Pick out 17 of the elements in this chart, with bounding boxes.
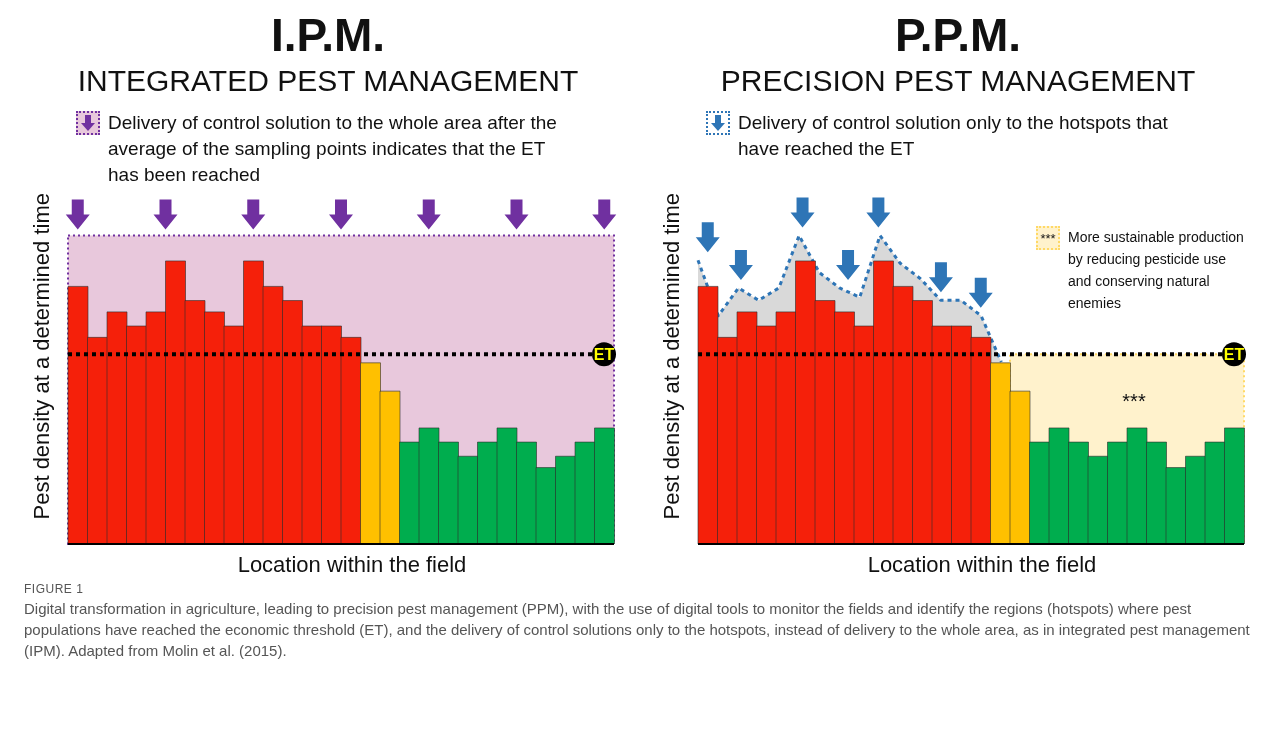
chart-title: I.P.M. <box>269 8 387 62</box>
y-axis-title: Pest density at a determined time <box>29 192 55 520</box>
chart-title: P.P.M. <box>893 8 1023 62</box>
annotation: *** <box>1040 230 1056 246</box>
chart-subtitle: PRECISION PEST MANAGEMENT <box>719 63 1197 99</box>
legend-label: More sustainable production by reducing pesticide use and conserving natural enemies <box>1068 228 1245 313</box>
y-axis-title: Pest density at a determined time <box>659 192 685 520</box>
ref-line-label: ET <box>593 346 615 364</box>
caption: FIGURE 1 <box>24 582 85 596</box>
text: Delivery of control solution only to the hotspots that have reached the ET <box>738 111 1169 161</box>
x-axis-title: Location within the field <box>866 552 1098 578</box>
ref-line-label: ET <box>1223 346 1245 364</box>
legend-label: Delivery of control solution to the whole area after the average of the sampling points indicates that the ET has been reached <box>108 111 558 187</box>
x-axis-title: Location within the field <box>236 552 468 578</box>
chart-subtitle: INTEGRATED PEST MANAGEMENT <box>76 63 580 99</box>
text: Digital transformation in agriculture, leading to precision pest management (PPM), with the use of digital tools to monitor the fields and identify the regions (hotspots) where pest populations have reached the economic threshold (ET), and the delivery of control solutions only to the hotspots, instead of delivery to the whole area, as in integrated pest management (IPM). Adapted from Molin et al. (2015). <box>24 599 1251 661</box>
annotation: *** <box>1121 389 1147 413</box>
